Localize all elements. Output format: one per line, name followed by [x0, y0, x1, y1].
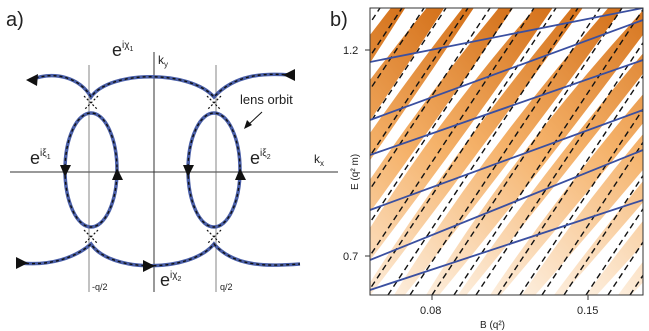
phase-xi1: eiξ1 — [30, 148, 51, 168]
blue-level-line — [370, 8, 643, 63]
band — [394, 8, 623, 295]
arrow-left-lens-up-icon — [112, 168, 123, 180]
band — [370, 8, 514, 213]
blue-level-line — [370, 109, 643, 211]
band — [522, 134, 643, 295]
arrow-right-lens-down-icon — [183, 165, 194, 177]
blue-level-line — [370, 149, 643, 261]
blue-levels — [370, 8, 643, 291]
arrow-top-left-icon — [26, 74, 38, 86]
blue-level-line — [370, 19, 643, 121]
tick-minus-q-half: -q/2 — [92, 282, 108, 292]
xtick-0-15: 0.15 — [577, 305, 598, 317]
xtick-0-08: 0.08 — [420, 305, 441, 317]
y-axis-title: E (q² m) — [350, 154, 361, 190]
dashed-level-line — [497, 74, 643, 295]
dashed-level-line — [370, 8, 535, 257]
dashed-level-line — [370, 8, 469, 158]
ytick-1-2: 1.2 — [343, 45, 358, 57]
band — [370, 8, 445, 121]
lens-orbit-label: lens orbit — [240, 92, 293, 107]
dashed-level-line — [370, 8, 491, 191]
band — [370, 8, 406, 64]
dashed-level-line — [370, 8, 557, 291]
phase-chi1: eiχ1 — [112, 40, 134, 60]
dashed-level-line — [370, 8, 513, 224]
band — [370, 8, 553, 261]
panel-a-axes — [10, 52, 338, 292]
panel-a-label: a) — [6, 9, 24, 31]
open-orbit-bottom — [19, 241, 301, 268]
phase-chi2: eiχ2 — [160, 270, 182, 290]
x-axis-title: B (q²) — [480, 320, 505, 331]
arrow-top-right-icon — [283, 69, 295, 81]
arrow-bottom-left-icon — [16, 257, 28, 269]
dashed-level-line — [409, 8, 601, 295]
spectrum-plot — [170, 8, 643, 295]
panel-b-label: b) — [330, 9, 348, 31]
tick-q-half: q/2 — [220, 282, 233, 292]
dashed-level-line — [453, 8, 643, 295]
band — [170, 8, 366, 295]
orbit-arrows — [16, 69, 295, 272]
dashed-level-line — [431, 8, 623, 295]
arrow-bottom-mid-icon — [143, 260, 155, 272]
band — [490, 94, 643, 295]
arrow-left-lens-down-icon — [60, 165, 71, 177]
panel-a: a) — [6, 9, 338, 292]
blue-level-line — [370, 199, 643, 291]
lens-orbit-arrow-icon — [244, 120, 252, 129]
band — [586, 220, 643, 295]
band — [618, 261, 643, 295]
phase-xi2: eiξ2 — [250, 148, 271, 168]
ytick-0-7: 0.7 — [343, 251, 358, 263]
band — [370, 8, 583, 295]
dashed-level-line — [519, 107, 643, 295]
dashed-level-line — [475, 41, 643, 295]
panel-b: b) 1.2 0.7 0.08 0.15 B (q²) E (q² m) — [170, 7, 644, 331]
band — [458, 53, 643, 295]
band — [426, 10, 643, 295]
arrow-right-lens-up-icon — [235, 168, 246, 180]
blue-level-line — [370, 59, 643, 156]
kx-label: kx — [314, 152, 324, 168]
ky-label: ky — [158, 53, 168, 69]
dashed-level-line — [387, 8, 579, 295]
plot-frame — [369, 7, 644, 296]
